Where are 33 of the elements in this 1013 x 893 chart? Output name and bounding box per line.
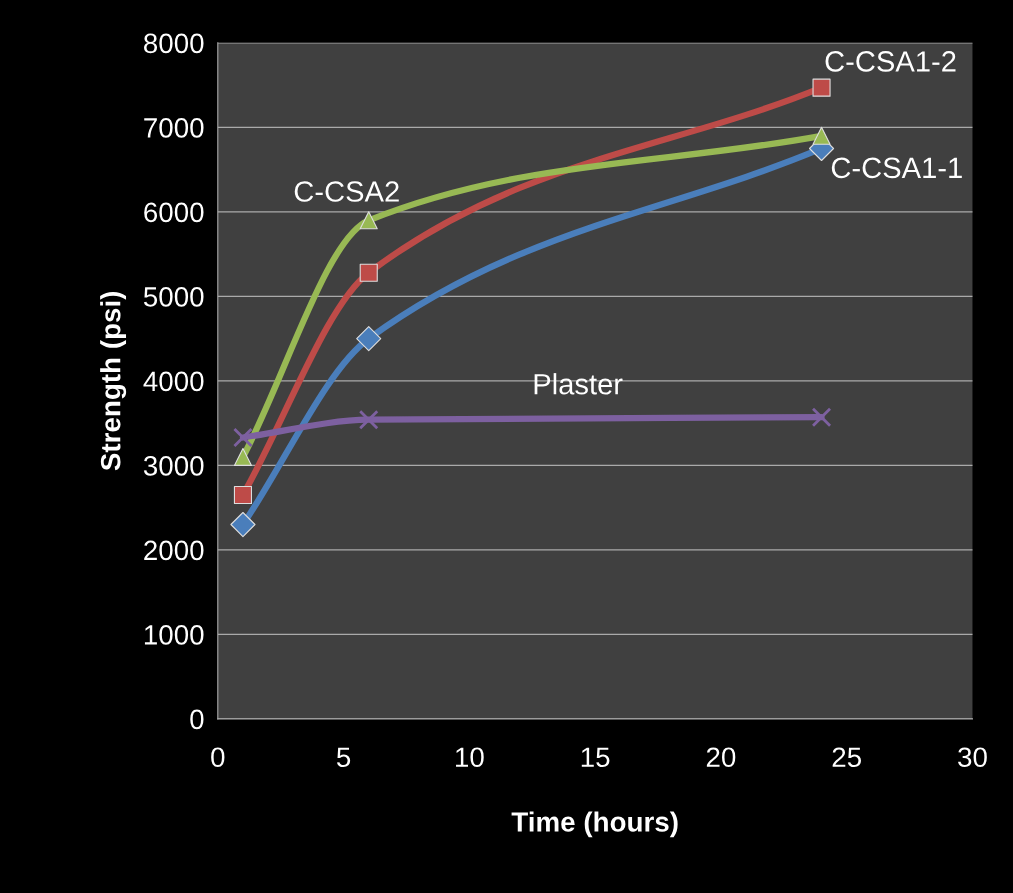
- y-tick-label: 3000: [143, 456, 204, 476]
- y-tick-label: 7000: [144, 118, 204, 138]
- x-tick-label: 30: [958, 747, 987, 768]
- y-tick-label: 5000: [143, 287, 204, 307]
- point: [811, 407, 832, 428]
- x-axis-title: Time (hours): [511, 811, 678, 838]
- point: [233, 447, 253, 466]
- series-label: C-CSA1-2: [825, 51, 956, 72]
- x-tick-label: 20: [706, 747, 736, 768]
- x-tick-label: 25: [832, 747, 861, 768]
- series-label: C-CSA1-1: [831, 157, 962, 179]
- y-tick-label: 2000: [144, 540, 204, 561]
- x-tick-label: 5: [336, 747, 351, 768]
- point: [233, 427, 253, 448]
- series-label: C-CSA2: [294, 181, 399, 202]
- point: [359, 263, 378, 282]
- y-tick-label: 0: [190, 709, 204, 730]
- y-tick-label: 1000: [144, 625, 204, 645]
- point: [812, 78, 831, 97]
- x-tick-label: 0: [211, 747, 225, 768]
- x-tick-label: 10: [456, 747, 484, 768]
- point: [812, 126, 831, 145]
- y-tick-label: 6000: [144, 202, 204, 223]
- y-axis-title: Strength (psi): [100, 291, 127, 471]
- y-tick-label: 8000: [144, 33, 204, 54]
- x-tick-label: 15: [581, 747, 610, 768]
- y-tick-label: 4000: [143, 371, 204, 392]
- series-label: Plaster: [534, 373, 623, 395]
- point: [359, 211, 378, 230]
- point: [230, 511, 256, 538]
- point: [356, 326, 382, 352]
- point: [358, 409, 379, 430]
- point: [233, 485, 253, 505]
